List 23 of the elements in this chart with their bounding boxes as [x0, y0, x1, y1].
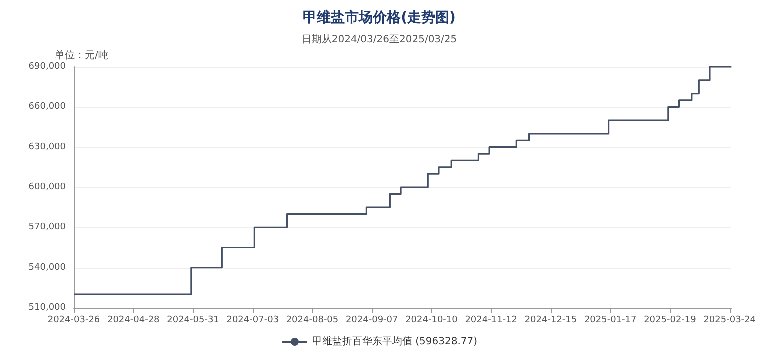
x-tick-label: 2024-10-10: [406, 316, 458, 326]
x-tick-label: 2024-08-05: [286, 316, 339, 326]
x-tick-label: 2024-05-31: [167, 316, 220, 326]
x-tick-label: 2025-01-17: [584, 316, 637, 326]
x-tick-label: 2025-03-24: [704, 316, 756, 326]
y-tick-label: 540,000: [28, 262, 66, 273]
y-tick-label: 600,000: [28, 182, 66, 192]
y-tick-label: 630,000: [28, 142, 66, 152]
x-tick-label: 2024-07-03: [226, 316, 280, 326]
y-tick-label: 510,000: [28, 303, 66, 313]
chart-title: 甲维盐市场价格(走势图): [303, 9, 456, 26]
x-tick-label: 2024-03-26: [48, 316, 100, 326]
x-tick-label: 2024-11-12: [465, 316, 518, 326]
legend-label: 甲维盐折百华东平均值 (596328.77): [312, 336, 478, 348]
x-tick-label: 2024-09-07: [346, 316, 398, 326]
x-tick-label: 2025-02-19: [644, 316, 697, 326]
chart-subtitle: 日期从2024/03/26至2025/03/25: [302, 34, 458, 46]
y-axis-title: 单位：元/吨: [55, 50, 108, 62]
y-tick-label: 660,000: [28, 102, 66, 112]
y-tick-label: 690,000: [28, 62, 66, 72]
y-tick-label: 570,000: [28, 222, 66, 233]
x-tick-label: 2024-04-28: [107, 316, 160, 326]
x-tick-label: 2024-12-15: [524, 316, 578, 326]
